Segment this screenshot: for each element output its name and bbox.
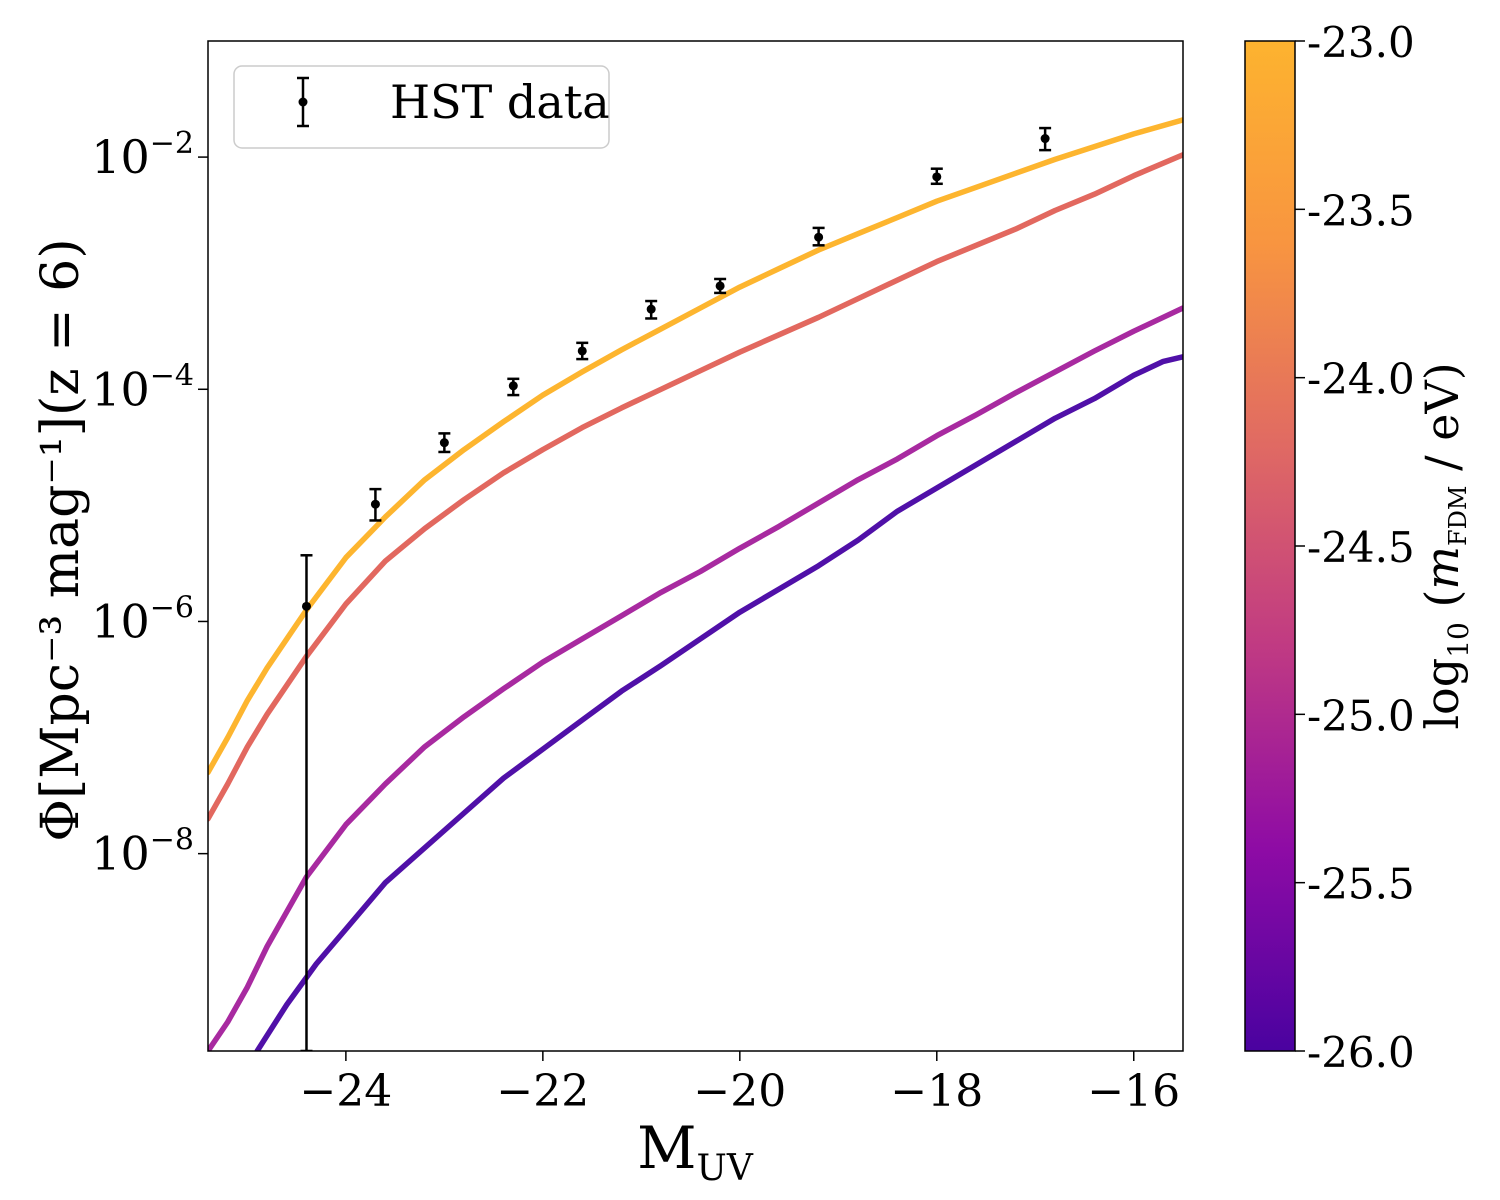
- colorbar-tick-label-1: -25.5: [1307, 860, 1415, 909]
- series-line-1: [208, 305, 1183, 1051]
- data-point-4: [577, 346, 587, 356]
- legend: HST data: [233, 65, 610, 149]
- colorbar-tick-label-5: -23.5: [1307, 186, 1415, 235]
- plot-area: −24 −22 −20 −18 −16 10−8 10−6 10−4 10−2: [91, 40, 1184, 1117]
- colorbar-label-m: m: [1415, 546, 1469, 590]
- colorbar-label-ev: eV: [1415, 380, 1469, 441]
- x-tick-label-1: −22: [496, 1066, 589, 1117]
- x-axis-label: MUV: [637, 1114, 754, 1189]
- colorbar-tick-label-4: -24.0: [1307, 355, 1415, 404]
- y-tick-label-0: 10−8: [91, 823, 194, 881]
- data-point-3: [508, 381, 518, 391]
- colorbar-label: log10 (mFDM / eV): [1415, 362, 1475, 729]
- y-tick-label-2: 10−4: [91, 358, 194, 416]
- series-line-3: [208, 117, 1183, 776]
- data-point-8: [932, 172, 942, 182]
- colorbar-gradient: [1244, 40, 1296, 1052]
- data-point-2: [439, 438, 449, 448]
- legend-label: HST data: [390, 75, 610, 129]
- x-tick-label-4: −16: [1087, 1066, 1180, 1117]
- colorbar-tick-label-3: -24.5: [1307, 523, 1415, 572]
- x-axis-label-sub: UV: [697, 1148, 754, 1189]
- legend-point-marker: [298, 97, 308, 107]
- colorbar-label-m-sub: FDM: [1444, 485, 1472, 545]
- points-layer: [300, 126, 1052, 1051]
- data-point-0: [301, 601, 311, 611]
- colorbar-label-log: log: [1415, 658, 1469, 730]
- y-axis-label: Φ[Mpc⁻³ mag⁻¹](z = 6): [31, 238, 91, 841]
- data-point-1: [370, 499, 380, 509]
- series-layer: [208, 117, 1183, 1051]
- y-axis-ticks: 10−8 10−6 10−4 10−2: [91, 126, 208, 881]
- x-axis-ticks: −24 −22 −20 −18 −16: [299, 1051, 1180, 1117]
- x-tick-label-2: −20: [693, 1066, 786, 1117]
- colorbar: -26.0 -25.5 -25.0 -24.5 -24.0 -23.5 -23.0 log1…: [1244, 18, 1475, 1077]
- data-point-7: [814, 232, 824, 242]
- colorbar-label-log-sub: 10: [1442, 622, 1475, 658]
- x-tick-label-0: −24: [299, 1066, 392, 1117]
- y-tick-label-3: 10−2: [91, 126, 194, 184]
- y-tick-label-1: 10−6: [91, 590, 194, 648]
- data-point-5: [646, 304, 656, 314]
- colorbar-ticks: -26.0 -25.5 -25.0 -24.5 -24.0 -23.5 -23.0: [1295, 18, 1415, 1077]
- colorbar-tick-label-0: -26.0: [1307, 1028, 1415, 1077]
- legend-box: [233, 65, 610, 149]
- colorbar-tick-label-2: -25.0: [1307, 691, 1415, 740]
- data-point-6: [715, 281, 725, 291]
- x-tick-label-3: −18: [890, 1066, 983, 1117]
- data-point-9: [1040, 134, 1050, 144]
- colorbar-tick-label-6: -23.0: [1307, 18, 1415, 67]
- x-axis-label-main: M: [637, 1114, 696, 1182]
- series-line-0: [254, 354, 1183, 1051]
- plot-frame: [207, 40, 1184, 1052]
- series-line-2: [208, 152, 1183, 822]
